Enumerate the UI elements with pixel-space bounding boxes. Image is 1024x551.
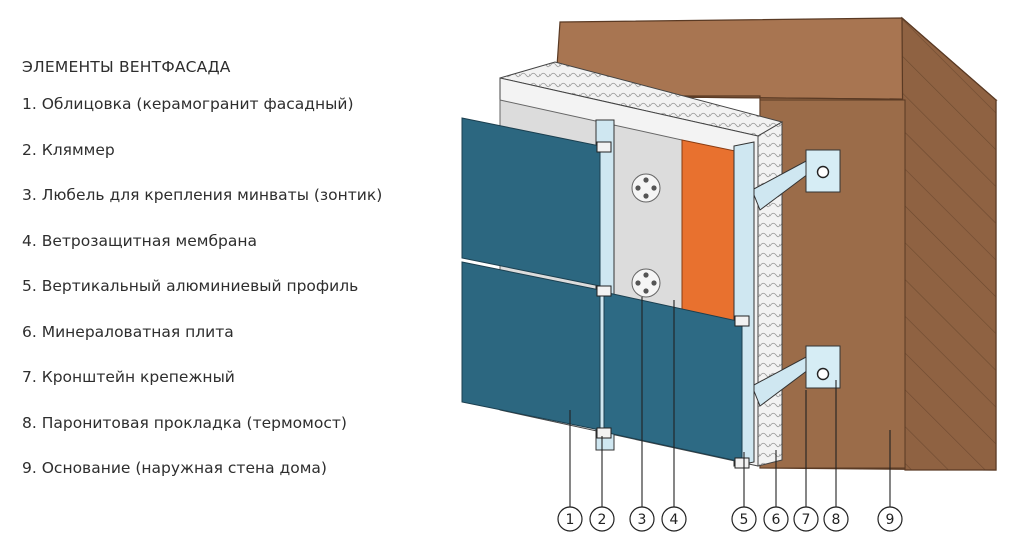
cladding-panel-bottom-left	[461, 261, 601, 431]
svg-text:3: 3	[638, 512, 647, 528]
dowel-lower	[631, 268, 661, 298]
clamp-4	[734, 315, 750, 327]
svg-text:4: 4	[670, 512, 679, 528]
legend-item-7: 7. Кронштейн крепежный	[22, 368, 235, 386]
legend-item-2: 2. Кляммер	[22, 140, 115, 159]
cladding-panel-bottom-right	[603, 291, 743, 463]
legend-item-9: 9. Основание (наружная стена дома)	[22, 459, 327, 477]
callout-3: 3	[629, 506, 655, 532]
callout-1: 1	[557, 506, 583, 532]
svg-text:7: 7	[802, 512, 811, 528]
paronite-gasket-lower	[816, 367, 830, 381]
legend-item-1: 1. Облицовка (керамогранит фасадный)	[22, 95, 354, 113]
leader-lines	[569, 297, 891, 507]
legend-item-4: 4. Ветрозащитная мембрана	[22, 231, 258, 250]
svg-text:6: 6	[772, 512, 781, 528]
dowel-upper	[631, 173, 661, 203]
callout-4: 4	[661, 506, 687, 532]
svg-text:8: 8	[832, 512, 841, 528]
wool-side-face	[757, 121, 783, 467]
orange-panel	[681, 139, 741, 331]
legend-item-5: 5. Вертикальный алюминиевый профиль	[22, 277, 359, 295]
paronite-gasket-upper	[816, 165, 830, 179]
callout-6: 6	[763, 506, 789, 532]
wall-side-face	[901, 16, 997, 471]
clamp-1	[596, 141, 612, 153]
bracket-upper	[751, 149, 841, 211]
callout-8: 8	[823, 506, 849, 532]
svg-text:9: 9	[886, 512, 895, 528]
cladding	[461, 117, 743, 463]
callout-7: 7	[793, 506, 819, 532]
clamp-3	[596, 427, 612, 439]
callout-5: 5	[731, 506, 757, 532]
svg-text:2: 2	[598, 512, 607, 528]
svg-text:5: 5	[740, 512, 749, 528]
clamps	[596, 141, 750, 469]
legend-title: ЭЛЕМЕНТЫ ВЕНТФАСАДА	[22, 58, 231, 76]
svg-text:1: 1	[566, 512, 575, 528]
clamp-2	[596, 285, 612, 297]
callout-2: 2	[589, 506, 615, 532]
legend: ЭЛЕМЕНТЫ ВЕНТФАСАДА 1. Облицовка (керамо…	[22, 58, 442, 504]
callout-9: 9	[877, 506, 903, 532]
cladding-panel-top-left	[461, 117, 601, 287]
bracket-lower	[751, 345, 841, 407]
legend-item-6: 6. Минераловатная плита	[22, 322, 234, 341]
legend-item-8: 8. Паронитовая прокладка (термомост)	[22, 413, 347, 432]
clamp-5	[734, 457, 750, 469]
legend-item-3: 3. Любель для крепления минваты (зонтик)	[22, 186, 383, 204]
